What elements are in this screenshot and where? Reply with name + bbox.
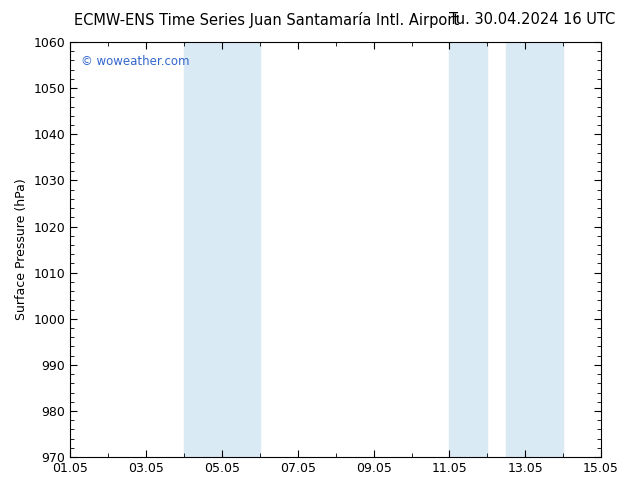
Bar: [184, 42, 260, 457]
Bar: [450, 42, 488, 457]
Text: ECMW-ENS Time Series Juan Santamaría Intl. Airport: ECMW-ENS Time Series Juan Santamaría Int…: [74, 12, 459, 28]
Text: © woweather.com: © woweather.com: [81, 54, 190, 68]
Y-axis label: Surface Pressure (hPa): Surface Pressure (hPa): [15, 179, 28, 320]
Bar: [507, 42, 563, 457]
Text: Tu. 30.04.2024 16 UTC: Tu. 30.04.2024 16 UTC: [450, 12, 616, 27]
